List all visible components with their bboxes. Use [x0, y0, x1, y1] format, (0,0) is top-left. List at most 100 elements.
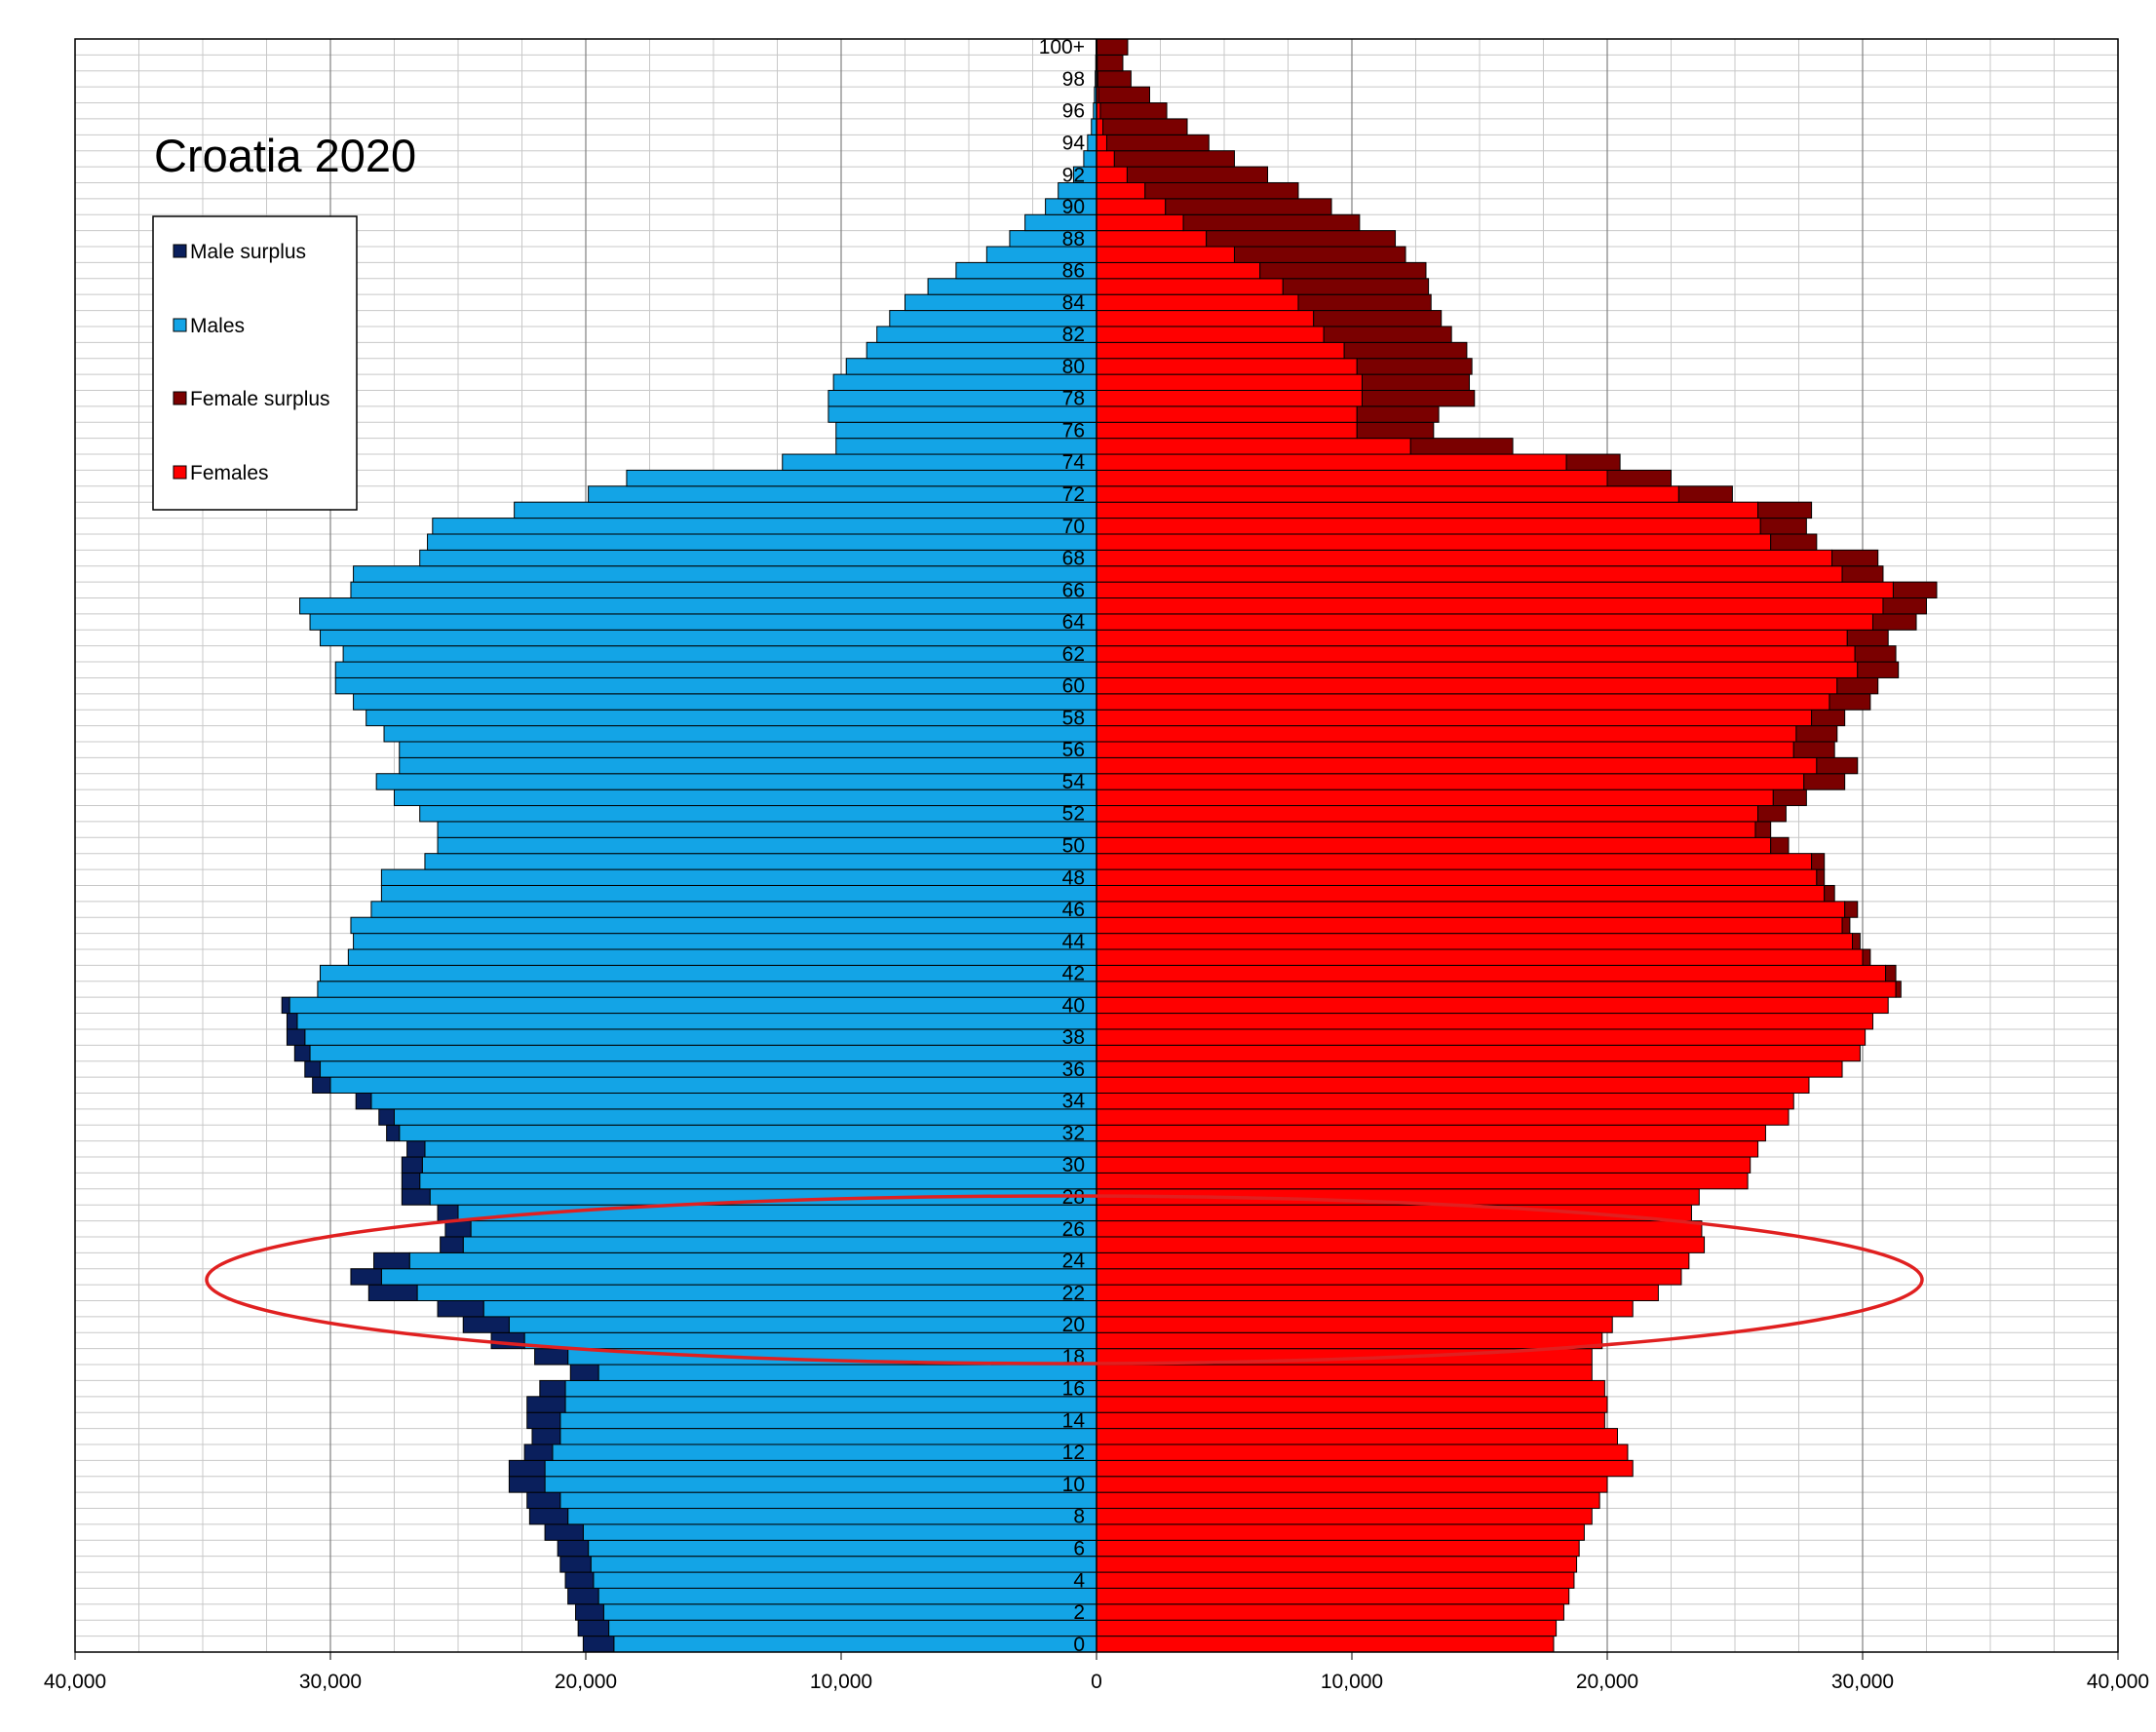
- bar-female-surplus-age-78: [1361, 389, 1476, 407]
- bar-females-age-44: [1096, 933, 1854, 950]
- bar-females-age-79: [1096, 373, 1363, 391]
- age-label: 82: [1062, 324, 1085, 346]
- bar-females-age-39: [1096, 1013, 1873, 1030]
- bar-male-surplus-age-6: [557, 1539, 590, 1558]
- bar-males-age-80: [845, 358, 1097, 375]
- age-label: 32: [1062, 1122, 1085, 1144]
- bar-male-surplus-age-15: [526, 1396, 566, 1413]
- bar-females-age-23: [1096, 1268, 1682, 1286]
- bar-male-surplus-age-39: [286, 1013, 298, 1030]
- age-label: 68: [1062, 548, 1085, 570]
- bar-females-age-57: [1096, 725, 1797, 743]
- bar-female-surplus-age-45: [1841, 916, 1851, 935]
- bar-males-age-63: [320, 629, 1097, 647]
- age-label: 40: [1062, 994, 1085, 1017]
- bar-male-surplus-age-0: [582, 1636, 615, 1653]
- age-label: 84: [1062, 291, 1086, 314]
- bar-males-age-21: [482, 1300, 1097, 1318]
- bar-males-age-2: [602, 1603, 1097, 1621]
- bar-females-age-88: [1096, 230, 1208, 248]
- bar-females-age-33: [1096, 1108, 1790, 1126]
- bar-female-surplus-age-84: [1297, 293, 1432, 312]
- age-label: 46: [1062, 899, 1085, 921]
- bar-females-age-19: [1096, 1331, 1603, 1350]
- bar-female-surplus-age-54: [1803, 773, 1846, 790]
- bar-females-age-36: [1096, 1060, 1843, 1078]
- bar-females-age-56: [1096, 741, 1794, 758]
- bar-female-surplus-age-41: [1895, 981, 1902, 998]
- bar-males-age-14: [559, 1411, 1097, 1430]
- bar-females-age-76: [1096, 421, 1358, 440]
- x-tick-label: 40,000: [2087, 1671, 2149, 1693]
- age-label: 74: [1062, 451, 1086, 474]
- x-tick-label: 20,000: [555, 1671, 617, 1693]
- bar-male-surplus-age-30: [401, 1156, 423, 1174]
- bar-males-age-60: [334, 676, 1097, 695]
- bar-females-age-34: [1096, 1092, 1794, 1110]
- bar-male-surplus-age-14: [526, 1411, 561, 1430]
- bar-females-age-63: [1096, 629, 1848, 647]
- bar-males-age-79: [832, 373, 1097, 391]
- bar-male-surplus-age-32: [386, 1124, 401, 1142]
- bar-males-age-19: [523, 1331, 1097, 1350]
- bar-male-surplus-age-12: [523, 1443, 554, 1461]
- x-tick-label: 30,000: [299, 1671, 362, 1693]
- age-label: 8: [1073, 1506, 1085, 1528]
- bar-males-age-9: [559, 1491, 1097, 1510]
- bar-females-age-48: [1096, 868, 1818, 886]
- bar-females-age-67: [1096, 565, 1843, 583]
- bar-male-surplus-age-34: [355, 1092, 372, 1110]
- bar-males-age-53: [394, 789, 1097, 807]
- bar-female-surplus-age-67: [1841, 565, 1884, 583]
- bar-female-surplus-age-49: [1811, 853, 1826, 870]
- age-label: 42: [1062, 963, 1085, 985]
- age-label: 10: [1062, 1474, 1085, 1496]
- age-label: 26: [1062, 1218, 1085, 1241]
- bar-females-age-9: [1096, 1491, 1600, 1510]
- x-tick-label-layer: 40,000 30,000 20,000 10,000 0 10,000 20,000 30,…: [44, 1652, 2149, 1693]
- bar-female-surplus-age-53: [1772, 789, 1807, 807]
- bar-female-surplus-age-42: [1885, 964, 1897, 982]
- age-label: 62: [1062, 643, 1085, 666]
- bar-females-age-87: [1096, 246, 1235, 263]
- bar-females-age-66: [1096, 581, 1894, 599]
- bar-male-surplus-age-23: [350, 1268, 382, 1286]
- age-label: 20: [1062, 1314, 1085, 1336]
- age-label: 100+: [1039, 36, 1085, 58]
- age-label: 2: [1073, 1601, 1085, 1624]
- bar-male-surplus-age-25: [440, 1236, 464, 1253]
- bar-females-age-35: [1096, 1076, 1810, 1094]
- bar-male-surplus-age-17: [569, 1364, 599, 1381]
- bar-females-age-29: [1096, 1172, 1749, 1190]
- bars-layer: [281, 38, 1938, 1653]
- bar-female-surplus-age-50: [1770, 836, 1790, 855]
- bar-male-surplus-age-19: [490, 1331, 525, 1350]
- bar-males-age-36: [320, 1060, 1097, 1078]
- age-label: 44: [1062, 931, 1086, 953]
- bar-female-surplus-age-65: [1882, 597, 1927, 615]
- bar-males-age-70: [432, 518, 1097, 535]
- bar-females-age-68: [1096, 549, 1833, 567]
- bar-female-surplus-age-79: [1361, 373, 1471, 391]
- bar-males-age-6: [588, 1539, 1097, 1558]
- bar-female-surplus-age-44: [1852, 933, 1861, 950]
- bar-males-age-26: [470, 1220, 1097, 1238]
- bar-males-age-50: [437, 836, 1097, 855]
- bar-female-surplus-age-69: [1770, 533, 1818, 551]
- bar-males-age-30: [421, 1156, 1097, 1174]
- bar-females-age-26: [1096, 1220, 1703, 1238]
- bar-females-age-16: [1096, 1379, 1605, 1398]
- age-label: 64: [1062, 611, 1086, 634]
- bar-female-surplus-age-63: [1846, 629, 1889, 647]
- age-label: 96: [1062, 100, 1085, 123]
- bar-males-age-62: [342, 645, 1097, 663]
- bar-females-age-13: [1096, 1428, 1618, 1445]
- bar-females-age-14: [1096, 1411, 1605, 1430]
- bar-males-age-48: [380, 868, 1097, 886]
- age-label: 30: [1062, 1154, 1085, 1176]
- bar-female-surplus-age-73: [1606, 469, 1672, 487]
- bar-females-age-2: [1096, 1603, 1564, 1621]
- bar-male-surplus-age-24: [373, 1251, 410, 1270]
- bar-females-age-10: [1096, 1476, 1608, 1493]
- bar-males-age-57: [383, 725, 1097, 743]
